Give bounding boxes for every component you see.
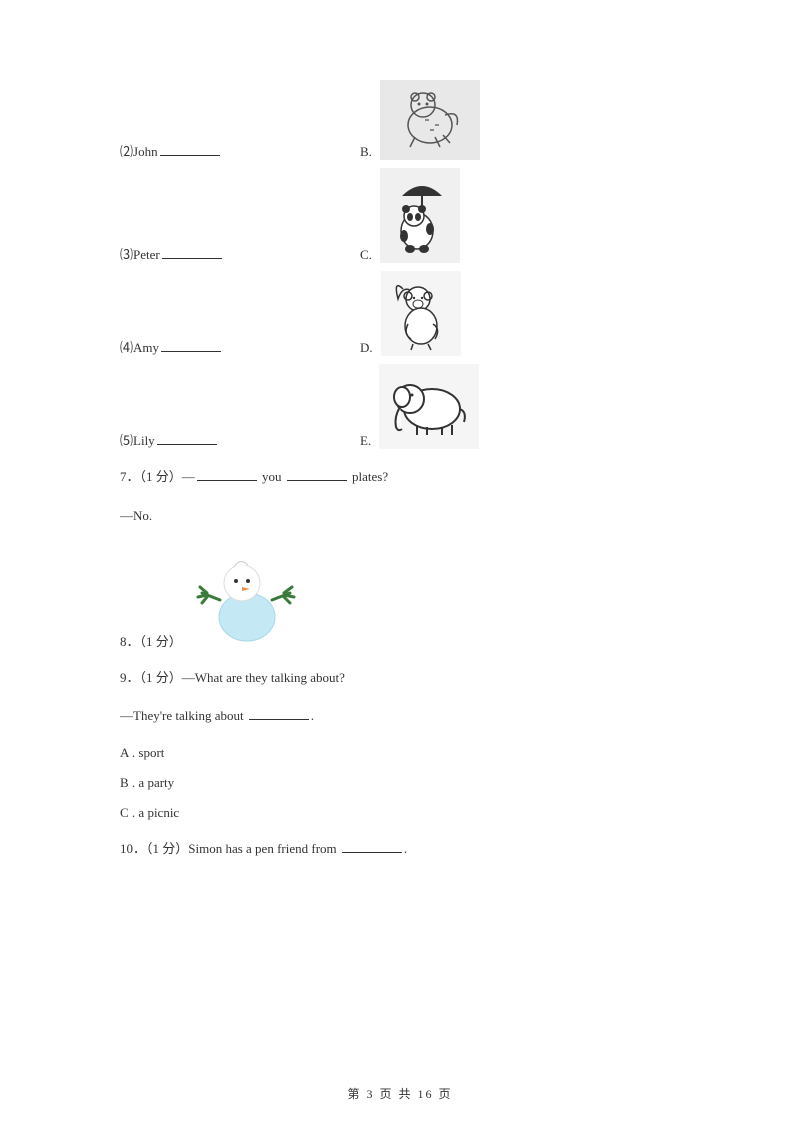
- match-num-c: ⑶: [120, 244, 133, 263]
- q9-line2-pre: —They're talking about: [120, 708, 247, 723]
- tiger-icon: [380, 80, 480, 160]
- option-b[interactable]: B . a party: [120, 775, 680, 791]
- q10-line: 10．（1 分）Simon has a pen friend from .: [120, 839, 680, 860]
- match-num-e: ⑸: [120, 430, 133, 449]
- q8-row: 8．（1 分）: [120, 545, 680, 650]
- match-row-b: ⑵John B.: [120, 80, 680, 160]
- match-name-b: John: [133, 144, 158, 160]
- blank-e[interactable]: [157, 431, 217, 445]
- option-c[interactable]: C . a picnic: [120, 805, 680, 821]
- q10-post: .: [404, 841, 407, 856]
- match-left-c: ⑶Peter: [120, 244, 360, 263]
- blank-b[interactable]: [160, 142, 220, 156]
- match-left-d: ⑷Amy: [120, 337, 360, 356]
- q10-blank[interactable]: [342, 839, 402, 853]
- option-a[interactable]: A . sport: [120, 745, 680, 761]
- match-name-e: Lily: [133, 433, 155, 449]
- page-footer: 第 3 页 共 16 页: [0, 1085, 800, 1102]
- q7-mid1: you: [259, 469, 285, 484]
- q7-blank1[interactable]: [197, 467, 257, 481]
- q9-line1: 9．（1 分）—What are they talking about?: [120, 668, 680, 689]
- match-right-c: C.: [360, 168, 460, 263]
- match-row-e: ⑸Lily E.: [120, 364, 680, 449]
- q9-line2: —They're talking about .: [120, 706, 680, 727]
- match-name-d: Amy: [133, 340, 159, 356]
- match-row-d: ⑷Amy D.: [120, 271, 680, 356]
- q7-prefix: 7．（1 分）—: [120, 469, 195, 484]
- match-row-c: ⑶Peter C.: [120, 168, 680, 263]
- letter-b: B.: [360, 144, 372, 160]
- q9-line2-post: .: [311, 708, 314, 723]
- match-left-e: ⑸Lily: [120, 430, 360, 449]
- q9-blank[interactable]: [249, 706, 309, 720]
- q7-blank2[interactable]: [287, 467, 347, 481]
- match-right-e: E.: [360, 364, 479, 449]
- q7-answer: —No.: [120, 506, 680, 527]
- letter-e: E.: [360, 433, 371, 449]
- q10-pre: 10．（1 分）Simon has a pen friend from: [120, 841, 340, 856]
- q7-mid2: plates?: [349, 469, 388, 484]
- letter-c: C.: [360, 247, 372, 263]
- letter-d: D.: [360, 340, 373, 356]
- elephant-icon: [379, 364, 479, 449]
- match-left-b: ⑵John: [120, 141, 360, 160]
- match-right-b: B.: [360, 80, 480, 160]
- panda-umbrella-icon: [380, 168, 460, 263]
- match-right-d: D.: [360, 271, 461, 356]
- q8-prefix: 8．（1 分）: [120, 631, 182, 650]
- monkey-icon: [381, 271, 461, 356]
- match-num-d: ⑷: [120, 337, 133, 356]
- match-num-b: ⑵: [120, 141, 133, 160]
- q7-line1: 7．（1 分）— you plates?: [120, 467, 680, 488]
- blank-c[interactable]: [162, 245, 222, 259]
- blank-d[interactable]: [161, 338, 221, 352]
- match-name-c: Peter: [133, 247, 160, 263]
- snowman-icon: [192, 545, 307, 650]
